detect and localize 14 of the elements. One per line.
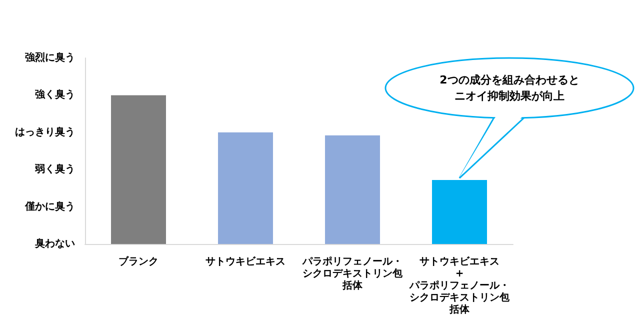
bar [111,95,166,244]
text: 強烈に臭う [25,52,75,64]
x-tick-label: サトウキビエキス + パラポリフェノール・シクロデキストリン包括体 [408,256,510,316]
x-tick-label: パラポリフェノール・シクロデキストリン包括体 [302,256,404,292]
x-tick-label: ブランク [118,256,158,268]
text: 臭わない [34,238,75,250]
text: 僅かに臭う [24,200,75,212]
x-tick-label: サトウキビエキス [206,256,286,268]
bar [218,132,273,244]
annotation: 2つの成分を組み合わせるとニオイ抑制効果が向上 [440,74,580,103]
text: 強く臭う [35,88,75,101]
text: 弱く臭う [34,163,75,176]
bar [325,135,380,244]
text: はっきり臭う [15,126,75,138]
